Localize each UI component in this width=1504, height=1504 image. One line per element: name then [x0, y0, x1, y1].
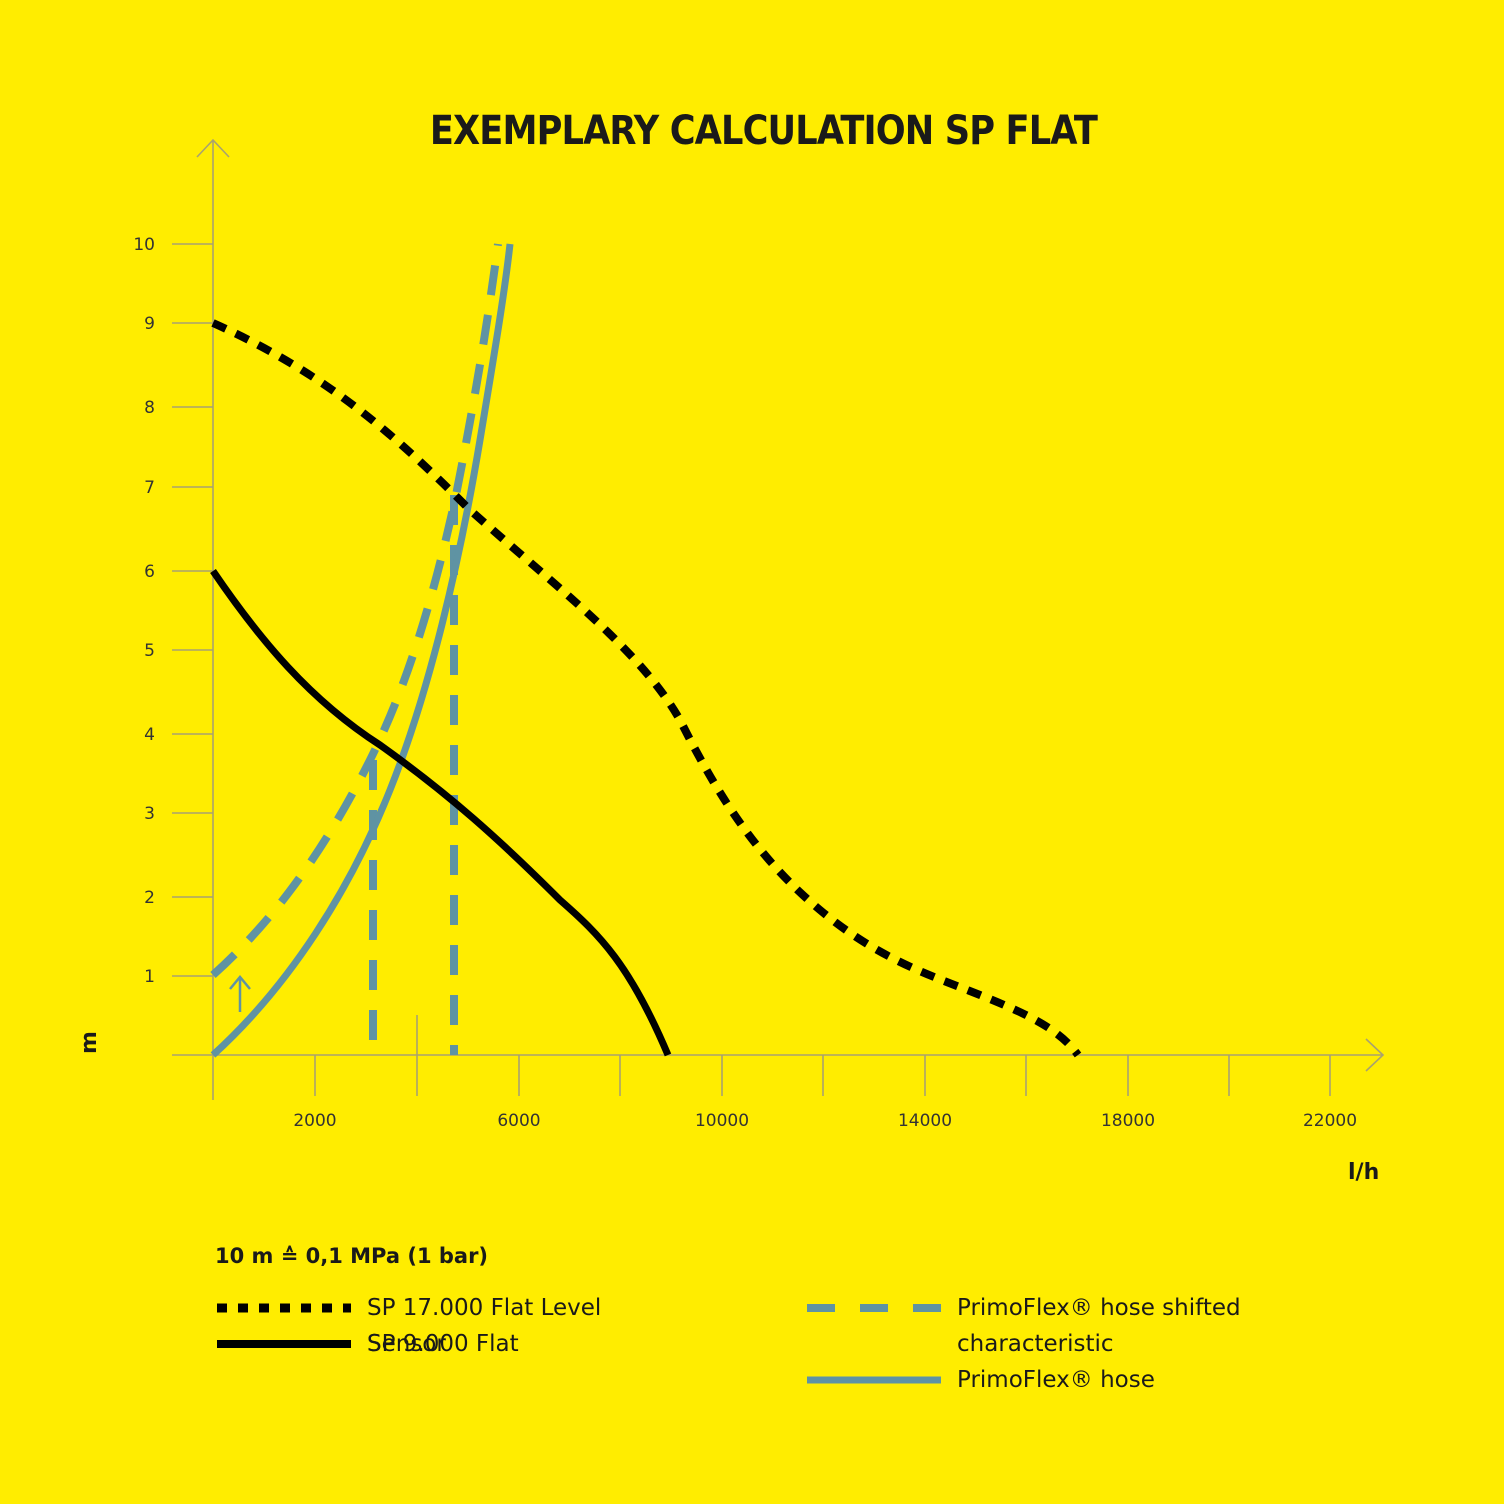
- x-tick-14000: 14000: [898, 1111, 952, 1131]
- solid-line-icon: [807, 1376, 941, 1384]
- pressure-note: 10 m ≙ 0,1 MPa (1 bar): [215, 1244, 489, 1268]
- x-tick-22000: 22000: [1303, 1111, 1357, 1131]
- shift-arrow-icon: [229, 975, 251, 1012]
- solid-line-icon: [217, 1340, 351, 1348]
- legend-primoflex-shifted: PrimoFlex® hose shifted characteristic: [805, 1290, 1267, 1362]
- x-tick-10000: 10000: [695, 1111, 749, 1131]
- series-primoflex-hose: [210, 243, 514, 1058]
- dotted-line-icon: [217, 1303, 351, 1313]
- x-tick-6000: 6000: [497, 1111, 540, 1131]
- y-tick-10: 10: [133, 235, 155, 255]
- y-tick-6: 6: [144, 562, 155, 582]
- series-sp9000: [210, 569, 672, 1057]
- y-tick-2: 2: [144, 888, 155, 908]
- y-tick-5: 5: [144, 641, 155, 661]
- dashed-line-icon: [807, 1304, 941, 1312]
- legend-label: PrimoFlex® hose: [957, 1367, 1155, 1393]
- legend-label: SP 9.000 Flat: [367, 1331, 519, 1357]
- y-tick-9: 9: [144, 314, 155, 334]
- x-tick-18000: 18000: [1101, 1111, 1155, 1131]
- x-tick-2000: 2000: [293, 1111, 336, 1131]
- series-primoflex-shifted: [210, 243, 502, 978]
- y-tick-4: 4: [144, 725, 155, 745]
- legend-label: PrimoFlex® hose shifted characteristic: [957, 1295, 1241, 1357]
- chart-title: EXEMPLARY CALCULATION SP FLAT: [429, 108, 1098, 154]
- series-sp17000: [211, 319, 1082, 1058]
- y-tick-8: 8: [144, 398, 155, 418]
- legend-sp17000: SP 17.000 Flat Level Sensor: [215, 1290, 667, 1362]
- y-tick-1: 1: [144, 967, 155, 987]
- axes: [172, 138, 1385, 1100]
- legend-sp9000: SP 9.000 Flat: [215, 1326, 519, 1362]
- legend-label: SP 17.000 Flat Level Sensor: [367, 1295, 602, 1357]
- y-tick-7: 7: [144, 478, 155, 498]
- legend-primoflex: PrimoFlex® hose: [805, 1362, 1155, 1398]
- y-axis-unit: m: [76, 1031, 102, 1054]
- x-axis-unit: l/h: [1348, 1160, 1380, 1185]
- y-tick-3: 3: [144, 804, 155, 824]
